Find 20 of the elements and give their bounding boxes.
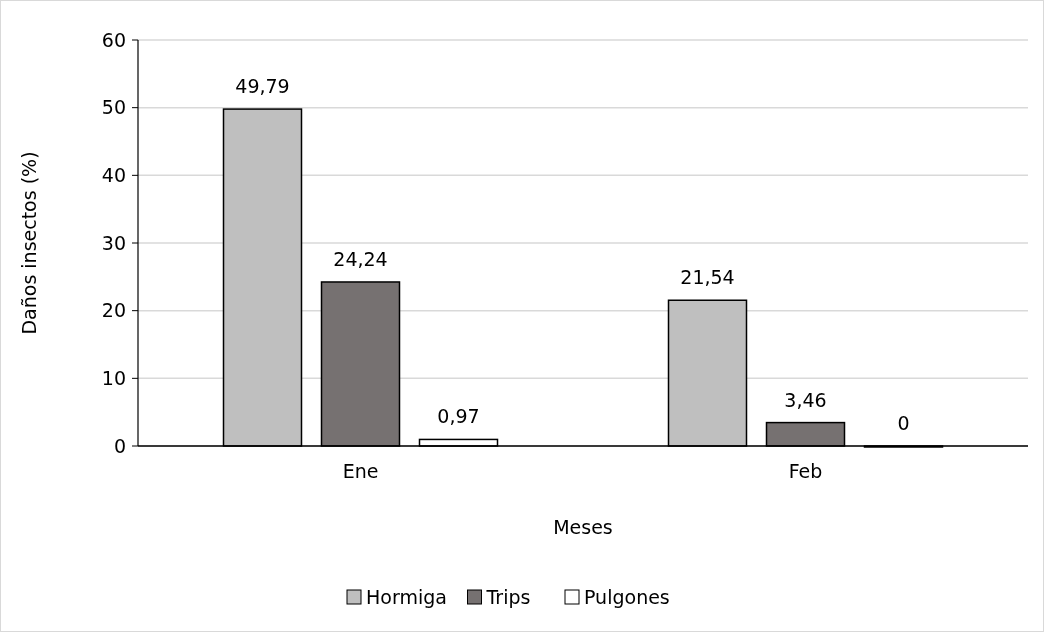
x-tick-label: Feb xyxy=(788,460,823,482)
data-label: 0,97 xyxy=(437,405,480,428)
data-label: 49,79 xyxy=(235,75,290,98)
y-tick-label: 50 xyxy=(101,96,126,119)
data-label: 24,24 xyxy=(333,247,388,270)
y-tick-label: 0 xyxy=(113,434,126,457)
legend-label: Trips xyxy=(485,585,531,608)
y-tick-label: 10 xyxy=(101,366,126,389)
y-tick-label: 30 xyxy=(101,231,126,254)
x-tick-label: Ene xyxy=(342,460,379,482)
y-tick-label: 40 xyxy=(101,163,126,186)
data-label: 0 xyxy=(897,412,910,434)
legend-label: Pulgones xyxy=(584,585,670,608)
y-tick-label: 60 xyxy=(101,28,126,51)
y-axis-title: Daños insectos (%) xyxy=(18,151,40,335)
x-axis-title: Meses xyxy=(553,516,613,538)
y-tick-label: 20 xyxy=(101,299,126,322)
data-label: 3,46 xyxy=(784,388,827,411)
legend-label: Hormiga xyxy=(366,585,447,608)
data-label: 21,54 xyxy=(680,266,735,289)
